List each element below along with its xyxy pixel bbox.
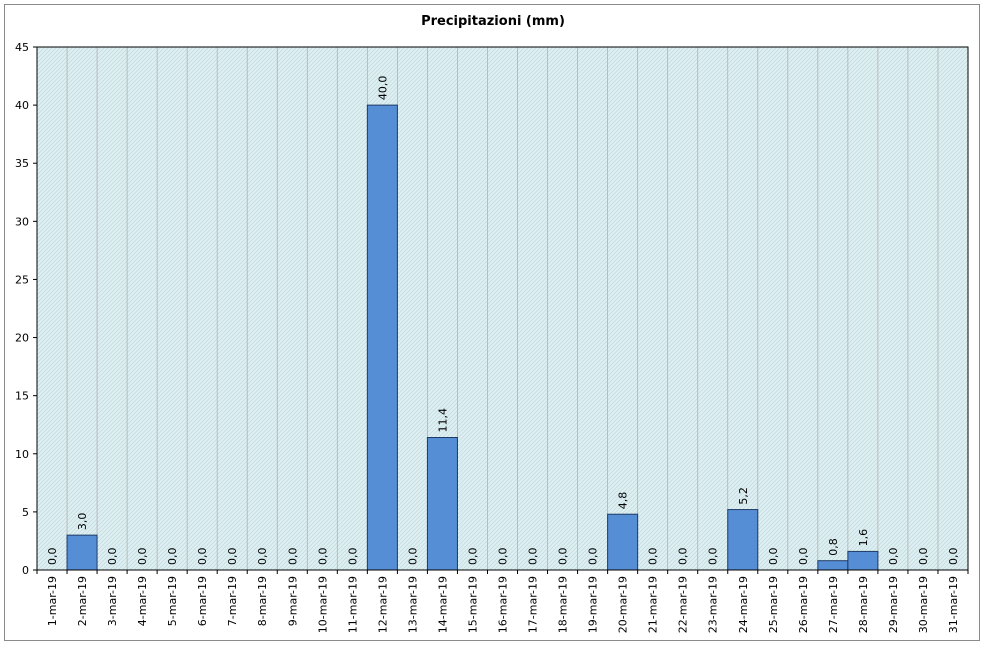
y-tick-label: 25 [15, 273, 29, 286]
data-label: 11,4 [436, 408, 449, 433]
data-label: 0,0 [286, 548, 299, 566]
plot-area [37, 47, 968, 570]
data-label: 0,0 [557, 548, 570, 566]
bar-12-mar-19 [366, 104, 398, 571]
data-label: 0,0 [707, 548, 720, 566]
data-label: 0,0 [767, 548, 780, 566]
data-label: 0,0 [497, 548, 510, 566]
x-tick-label: 8-mar-19 [256, 576, 269, 626]
data-label: 0,0 [136, 548, 149, 566]
x-tick-label: 9-mar-19 [286, 576, 299, 626]
data-label: 0,0 [947, 548, 960, 566]
x-tick-label: 13-mar-19 [406, 576, 419, 633]
x-tick-label: 26-mar-19 [797, 576, 810, 633]
y-tick-label: 0 [22, 564, 29, 577]
x-tick-label: 28-mar-19 [857, 576, 870, 633]
data-label: 0,0 [256, 548, 269, 566]
x-tick-label: 4-mar-19 [136, 576, 149, 626]
x-tick-label: 27-mar-19 [827, 576, 840, 633]
data-label: 0,0 [887, 548, 900, 566]
x-tick-label: 14-mar-19 [436, 576, 449, 633]
x-tick-label: 25-mar-19 [767, 576, 780, 633]
x-tick-label: 31-mar-19 [947, 576, 960, 633]
chart-title: Precipitazioni (mm) [421, 14, 565, 29]
data-label: 0,0 [226, 548, 239, 566]
data-label: 0,0 [346, 548, 359, 566]
bar-28-mar-19 [847, 550, 879, 571]
y-tick-label: 40 [15, 99, 29, 112]
x-tick-label: 19-mar-19 [587, 576, 600, 633]
plot-border [36, 46, 969, 571]
x-tick-label: 3-mar-19 [106, 576, 119, 626]
x-tick-label: 20-mar-19 [617, 576, 630, 633]
data-label: 0,0 [316, 548, 329, 566]
x-tick-label: 17-mar-19 [527, 576, 540, 633]
data-label: 3,0 [76, 513, 89, 531]
x-tick-label: 18-mar-19 [557, 576, 570, 633]
x-tick-label: 30-mar-19 [917, 576, 930, 633]
data-label: 0,0 [587, 548, 600, 566]
bar-24-mar-19 [727, 509, 759, 571]
data-label: 0,0 [917, 548, 930, 566]
x-tick-label: 24-mar-19 [737, 576, 750, 633]
x-tick-label: 11-mar-19 [346, 576, 359, 633]
data-label: 0,0 [106, 548, 119, 566]
data-label: 0,0 [196, 548, 209, 566]
data-label: 0,0 [647, 548, 660, 566]
x-tick-label: 22-mar-19 [677, 576, 690, 633]
data-label: 1,6 [857, 529, 870, 547]
y-tick-label: 45 [15, 41, 29, 54]
x-tick-label: 7-mar-19 [226, 576, 239, 626]
x-tick-label: 21-mar-19 [647, 576, 660, 633]
x-tick-label: 29-mar-19 [887, 576, 900, 633]
data-label: 0,0 [406, 548, 419, 566]
y-tick-label: 30 [15, 215, 29, 228]
bar-20-mar-19 [607, 513, 639, 571]
bar-27-mar-19 [817, 560, 849, 571]
x-tick-label: 23-mar-19 [707, 576, 720, 633]
data-label: 0,0 [46, 548, 59, 566]
data-label: 5,2 [737, 487, 750, 505]
data-label: 0,8 [827, 538, 840, 556]
y-tick-label: 35 [15, 157, 29, 170]
y-tick-label: 20 [15, 332, 29, 345]
data-label: 40,0 [376, 76, 389, 101]
x-tick-label: 2-mar-19 [76, 576, 89, 626]
data-label: 0,0 [527, 548, 540, 566]
data-label: 0,0 [677, 548, 690, 566]
x-tick-label: 10-mar-19 [316, 576, 329, 633]
x-tick-label: 12-mar-19 [376, 576, 389, 633]
y-tick-label: 10 [15, 448, 29, 461]
data-label: 0,0 [797, 548, 810, 566]
x-tick-label: 1-mar-19 [46, 576, 59, 626]
y-tick-label: 5 [22, 506, 29, 519]
x-tick-label: 5-mar-19 [166, 576, 179, 626]
data-label: 4,8 [617, 492, 630, 510]
y-tick-label: 15 [15, 390, 29, 403]
x-tick-label: 15-mar-19 [466, 576, 479, 633]
data-label: 0,0 [466, 548, 479, 566]
x-tick-label: 6-mar-19 [196, 576, 209, 626]
data-label: 0,0 [166, 548, 179, 566]
bar-14-mar-19 [426, 437, 458, 571]
x-tick-label: 16-mar-19 [497, 576, 510, 633]
bar-2-mar-19 [66, 534, 98, 571]
